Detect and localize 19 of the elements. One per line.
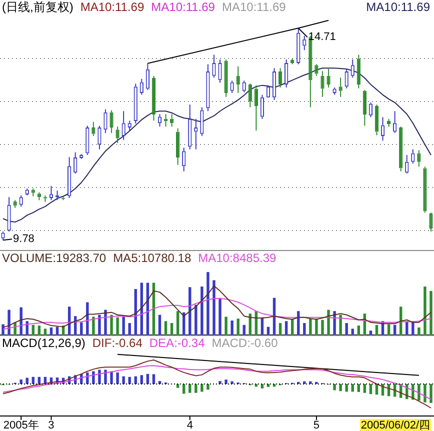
x-tick-label: 4 [186,420,193,431]
text: MA10:11.69 [151,0,215,14]
x-tick-label: 3 [48,420,54,431]
text: MA10:11.69 [222,0,286,14]
text: VOLUME:19283.70 [2,251,106,265]
text: MA10:11.69 [366,0,430,14]
text: MA10:8485.39 [198,251,276,265]
text: MA10:11.69 [80,0,144,14]
chart-title: MACD(12,26,9) [2,336,86,350]
text: MA5:10780.18 [113,251,192,265]
x-tick-label: 5 [313,420,320,431]
annotation: 14.71 [308,31,336,44]
annotation: 9.78 [13,233,34,246]
series-label: DIF:-0.64 [92,336,142,350]
text: 2005/06/02/四 [360,420,430,431]
text: MACD:-0.60 [212,336,278,350]
series-label: DEA:-0.34 [149,336,205,350]
chart-title: (日线,前复权) [2,0,74,14]
x-tick-label: 2005年 [3,420,39,431]
